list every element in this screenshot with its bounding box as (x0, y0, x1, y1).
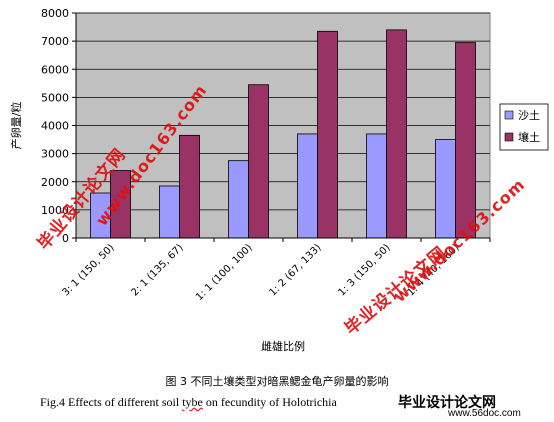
caption-chinese: 图 3 不同土壤类型对暗黑鳃金龟产卵量的影响 (165, 375, 389, 388)
gridlines (76, 12, 490, 211)
site-logo: 毕业设计论文网 (398, 395, 496, 411)
bar-sandy-soil (297, 133, 318, 239)
x-tick-label: 1: 1 (100, 100) (194, 242, 255, 303)
x-tick-label: 2: 1 (135, 67) (129, 242, 185, 298)
site-logo-url: www.56doc.com (448, 408, 521, 419)
y-tick-label: 8000 (41, 7, 69, 20)
y-tick-label: 6000 (41, 63, 69, 76)
x-tick-label: 1: 2 (67, 133) (267, 242, 323, 298)
legend-label: 壤土 (518, 130, 540, 144)
caption-english-squiggle: tybe (182, 395, 203, 409)
bar-loam-soil (179, 134, 200, 239)
y-tick-label: 5000 (41, 91, 69, 104)
x-axis-label: 雌雄比例 (261, 339, 305, 353)
y-tick-label: 1000 (41, 204, 69, 217)
chart: 0 1000 2000 3000 4000 5000 6000 7000 8000 3: 1 (… (9, 7, 549, 353)
y-axis-label: 产卵量/粒 (9, 102, 23, 150)
bar-sandy-soil (228, 160, 249, 239)
bar-loam-soil (248, 84, 269, 239)
bar-loam-soil (455, 42, 476, 239)
y-tick-label: 4000 (41, 120, 69, 133)
legend-swatch (504, 132, 514, 142)
bar-sandy-soil (435, 139, 456, 239)
bar-loam-soil (386, 29, 407, 239)
bars (90, 29, 476, 239)
y-tick-label: 7000 (41, 35, 69, 48)
y-axis: 0 1000 2000 3000 4000 5000 6000 7000 8000 (41, 7, 77, 245)
y-tick-label: 3000 (41, 148, 69, 161)
bar-sandy-soil (159, 185, 180, 239)
x-tick-label: 3: 1 (150, 50) (60, 242, 116, 298)
legend-swatch (504, 110, 514, 120)
caption-english-suffix: on fecundity of Holotrichia (205, 395, 337, 409)
bar-loam-soil (317, 30, 338, 239)
caption-english: Fig.4 Effects of different soil tybe on … (40, 395, 337, 410)
y-tick-label: 0 (62, 232, 69, 245)
bar-sandy-soil (366, 133, 387, 239)
caption-english-prefix: Fig.4 Effects of different soil (40, 395, 180, 409)
legend-label: 沙土 (518, 109, 540, 122)
y-tick-label: 2000 (41, 176, 69, 189)
